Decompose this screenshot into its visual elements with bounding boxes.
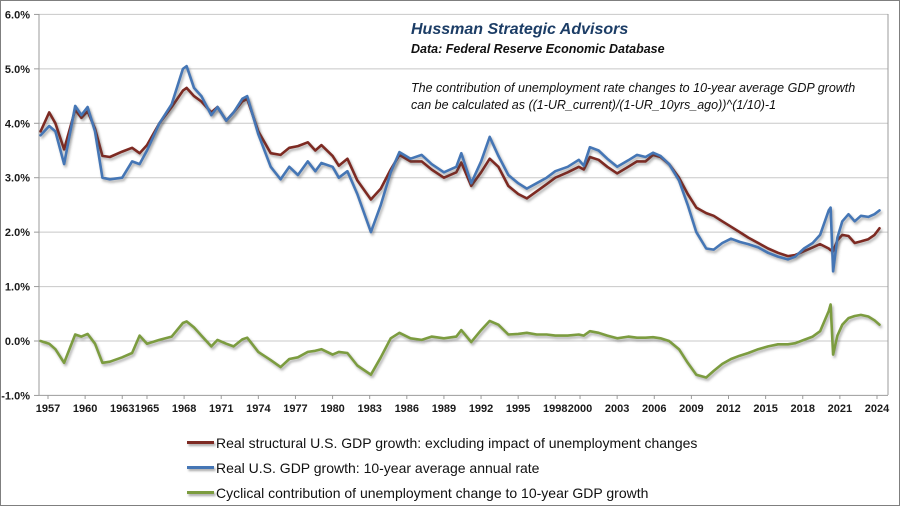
legend-item-structural-gdp: Real structural U.S. GDP growth: excludi… [187, 430, 697, 455]
y-axis-label: 0.0% [5, 336, 30, 348]
series-line-1 [39, 64, 881, 273]
x-axis-label: 1977 [283, 403, 307, 415]
x-axis-label: 1995 [506, 403, 530, 415]
x-axis-label: 2003 [605, 403, 629, 415]
y-axis-label: -1.0% [1, 390, 30, 402]
chart-title: Hussman Strategic Advisors [411, 21, 629, 38]
y-axis-label: 1.0% [5, 282, 30, 294]
series-line-0 [39, 86, 881, 258]
legend: Real structural U.S. GDP growth: excludi… [187, 430, 697, 505]
chart-annotation: The contribution of unemployment rate ch… [411, 80, 855, 114]
x-axis-label: 1983 [357, 403, 381, 415]
x-axis-label: 2009 [679, 403, 703, 415]
x-axis-label: 1968 [172, 403, 196, 415]
series-line-2 [39, 303, 881, 379]
x-axis-label: 1989 [432, 403, 456, 415]
x-axis-label: 2021 [828, 403, 852, 415]
x-axis-label: 1965 [135, 403, 159, 415]
legend-line-swatch-real-gdp [187, 466, 214, 469]
x-axis-label: 2024 [865, 403, 890, 415]
x-axis-label: 2018 [791, 403, 815, 415]
x-axis-label: 1992 [469, 403, 493, 415]
x-axis-label: 1960 [73, 403, 97, 415]
y-axis-label: 2.0% [5, 227, 30, 239]
y-axis-label: 5.0% [5, 64, 30, 76]
x-axis-label: 2015 [753, 403, 777, 415]
x-axis-label: 1963 [110, 403, 134, 415]
y-axis-label: 3.0% [5, 173, 30, 185]
x-axis-label: 2006 [642, 403, 666, 415]
legend-line-swatch-structural [187, 441, 214, 444]
y-axis-label: 6.0% [5, 9, 30, 21]
series-lines [39, 64, 881, 379]
x-axis-label: 1957 [36, 403, 60, 415]
x-axis-label: 1998 [543, 403, 567, 415]
x-axis-label: 1986 [395, 403, 419, 415]
y-axis-label: 4.0% [5, 118, 30, 130]
x-axis-label: 1980 [320, 403, 344, 415]
annotation-line-1: The contribution of unemployment rate ch… [411, 81, 856, 95]
gridlines [39, 13, 888, 396]
annotation-line-2: can be calculated as ((1-UR_current)/(1-… [411, 98, 777, 112]
x-axis-label: 2012 [716, 403, 740, 415]
legend-label-cyclical: Cyclical contribution of unemployment ch… [216, 484, 649, 501]
legend-label-structural: Real structural U.S. GDP growth: excludi… [216, 434, 698, 451]
axis-labels: 6.0% 5.0% 4.0% 3.0% 2.0% 1.0% 0.0% -1.0% 1957 196… [1, 9, 890, 415]
legend-item-cyclical: Cyclical contribution of unemployment ch… [187, 480, 697, 505]
chart-source: Data: Federal Reserve Economic Database [411, 42, 665, 56]
axes [34, 13, 889, 399]
x-axis-label: 1974 [246, 403, 271, 415]
legend-line-swatch-cyclical [187, 491, 214, 494]
legend-label-real-gdp: Real U.S. GDP growth: 10-year average an… [216, 459, 540, 476]
x-axis-label: 1971 [209, 403, 233, 415]
x-axis-label: 2000 [568, 403, 592, 415]
legend-item-real-gdp: Real U.S. GDP growth: 10-year average an… [187, 455, 697, 480]
